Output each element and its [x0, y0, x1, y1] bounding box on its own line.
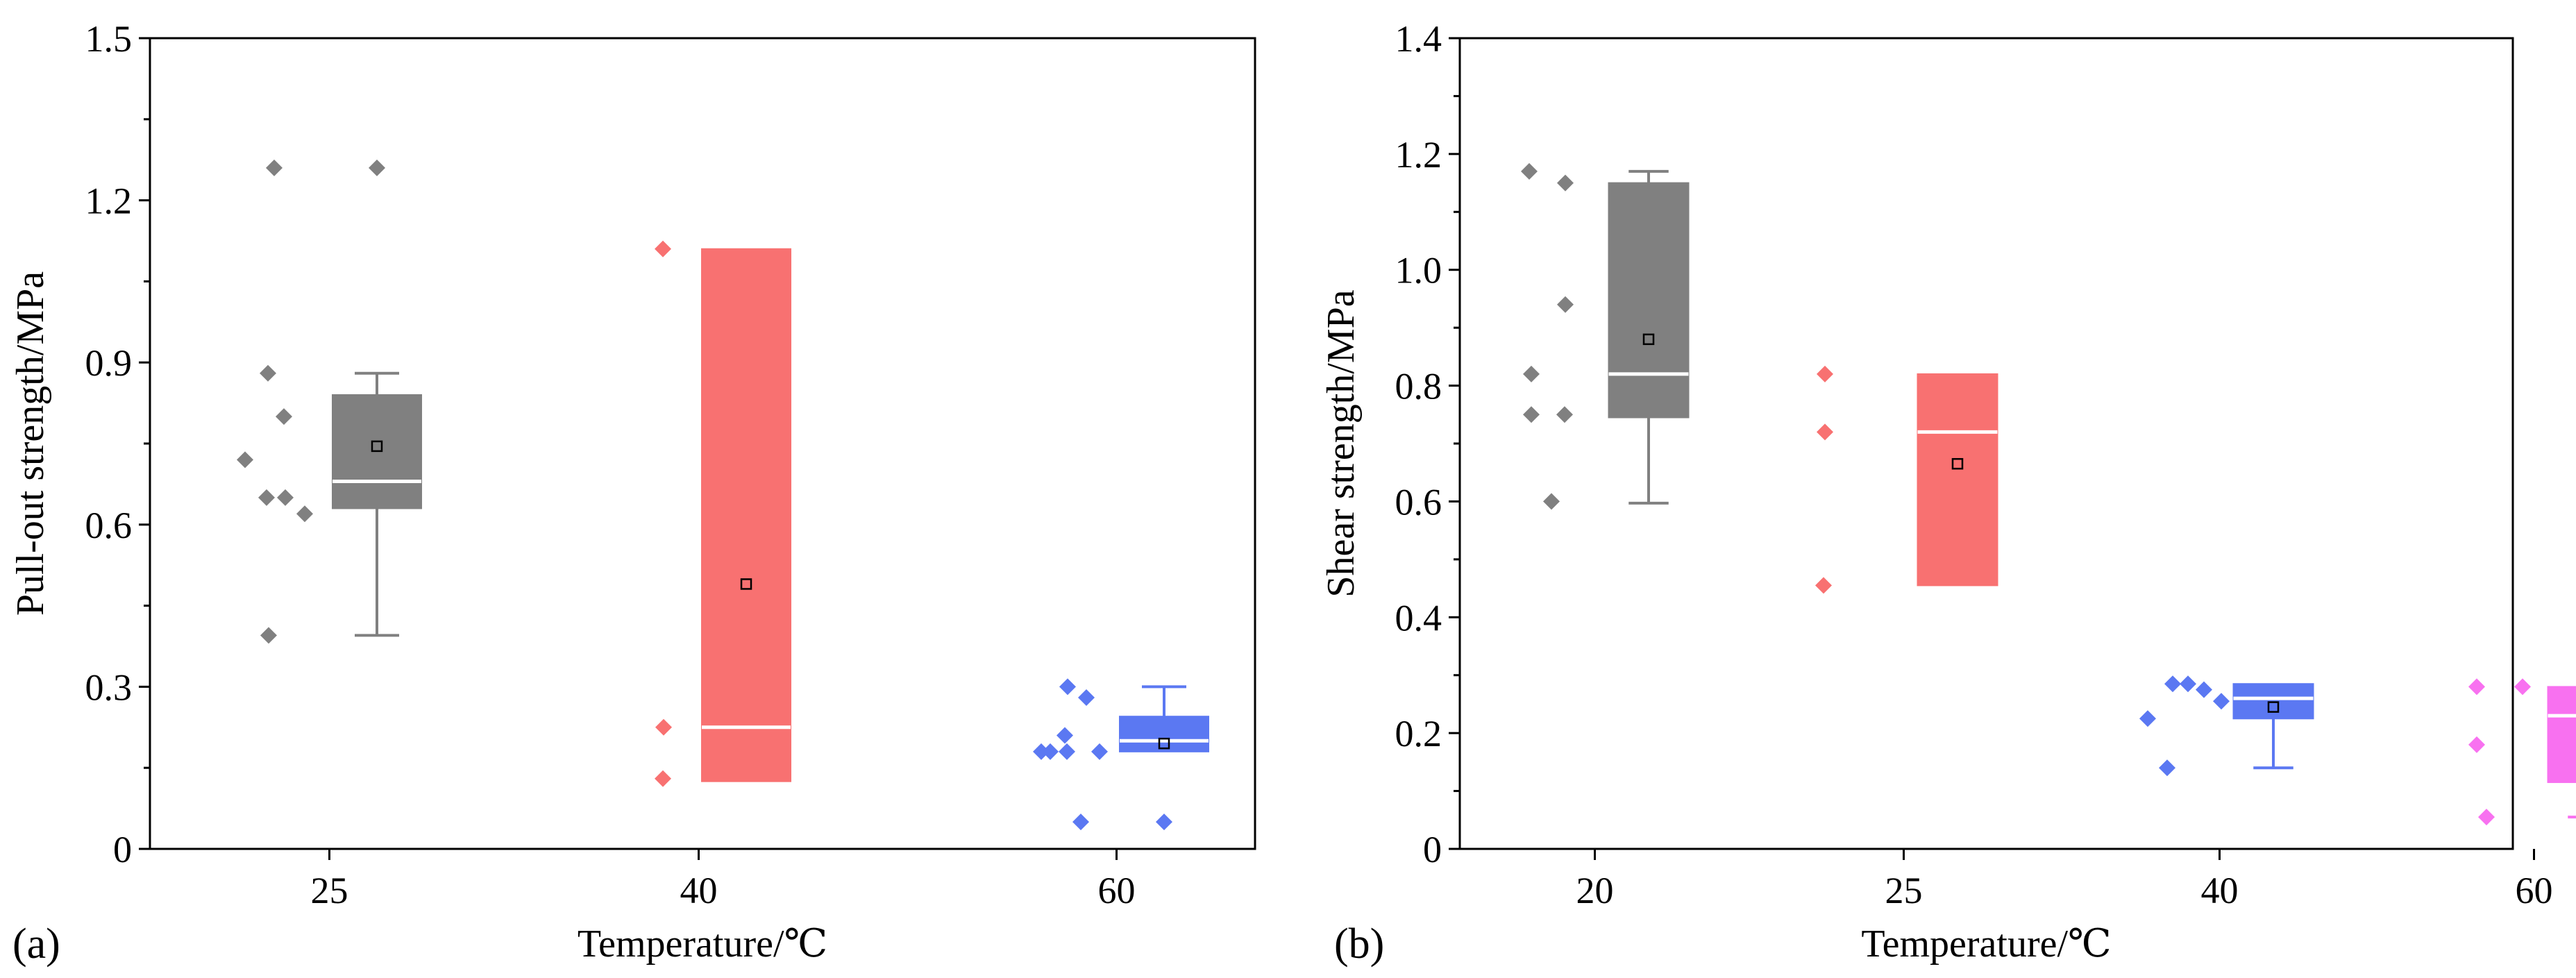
- data-point: [1523, 365, 1540, 382]
- y-tick-label: 0.4: [1395, 597, 1442, 639]
- y-tick-label: 0: [113, 829, 132, 870]
- y-tick-label: 0: [1423, 829, 1442, 870]
- x-tick-label: 25: [1885, 870, 1923, 911]
- data-point: [277, 489, 294, 506]
- y-tick-label: 0.3: [85, 666, 133, 708]
- data-point: [1078, 689, 1095, 706]
- x-tick-label: 60: [1098, 870, 1136, 911]
- data-point: [1042, 743, 1059, 760]
- data-point: [2468, 678, 2485, 695]
- outlier-point: [369, 159, 385, 176]
- mean-marker: [371, 440, 383, 453]
- y-axis-label: Pull-out strength/MPa: [9, 271, 52, 616]
- data-point: [655, 718, 672, 736]
- data-point: [655, 240, 671, 258]
- data-point: [1059, 743, 1075, 760]
- y-tick-label: 1.2: [85, 180, 133, 222]
- box: [2547, 686, 2576, 784]
- mean-marker: [1642, 333, 1655, 346]
- mean-marker: [740, 578, 752, 590]
- data-point: [1059, 678, 1076, 695]
- box: [1608, 182, 1690, 419]
- mean-marker: [1158, 737, 1170, 750]
- data-point: [1523, 406, 1540, 423]
- data-point: [655, 770, 671, 787]
- data-point: [2514, 678, 2531, 695]
- y-tick-label: 1.5: [85, 18, 133, 60]
- data-point: [260, 364, 276, 382]
- data-point: [1556, 406, 1573, 423]
- data-point: [260, 627, 277, 644]
- y-tick-label: 1.0: [1395, 250, 1442, 292]
- data-point: [296, 505, 313, 523]
- y-tick-label: 1.4: [1395, 18, 1442, 60]
- panel-b: 0 0.2 0.4 0.6 0.8 1.0 1.2 1.4 Shear strength/MPa…: [1320, 18, 2576, 968]
- data-point: [1557, 174, 1574, 192]
- panel-label: (b): [1334, 920, 1384, 968]
- data-point: [1817, 423, 1833, 441]
- box: [1119, 716, 1209, 752]
- y-tick-label: 0.6: [85, 505, 133, 546]
- data-point: [2478, 809, 2495, 826]
- x-tick-label: 60: [2516, 870, 2553, 911]
- data-point: [1091, 743, 1108, 760]
- data-point: [1521, 162, 1538, 180]
- mean-marker: [2267, 701, 2280, 713]
- data-point: [1543, 493, 1560, 510]
- data-point: [1817, 365, 1833, 382]
- data-point: [266, 159, 283, 176]
- y-axis-label: Shear strength/MPa: [1320, 289, 1363, 597]
- panel-label: (a): [12, 920, 60, 968]
- data-point: [1033, 743, 1050, 760]
- y-tick-label: 0.9: [85, 342, 133, 384]
- x-axis-label: Temperature/℃: [1861, 922, 2111, 966]
- data-point: [1057, 727, 1073, 744]
- data-point: [2139, 710, 2156, 727]
- data-point: [2159, 759, 2175, 777]
- data-point: [1815, 577, 1832, 594]
- data-point: [2213, 693, 2230, 710]
- data-point: [2180, 675, 2196, 693]
- x-tick-label: 40: [680, 870, 718, 911]
- x-axis-label: Temperature/℃: [578, 922, 827, 966]
- panel-a: 0 0.3 0.6 0.9 1.2 1.5 Pull-out strength/MPa Tem…: [9, 18, 1256, 968]
- x-tick-label: 25: [311, 870, 348, 911]
- data-point: [237, 451, 253, 469]
- data-point: [1072, 813, 1089, 831]
- x-tick-label: 40: [2201, 870, 2239, 911]
- data-point: [1557, 296, 1574, 313]
- box: [1917, 373, 1998, 587]
- box: [701, 248, 791, 782]
- mean-marker: [1951, 457, 1964, 470]
- data-point: [2164, 675, 2181, 693]
- data-point: [2468, 736, 2485, 753]
- x-tick-label: 20: [1576, 870, 1614, 911]
- outlier-point: [1156, 813, 1172, 831]
- data-point: [276, 408, 292, 425]
- y-tick-label: 0.6: [1395, 481, 1442, 523]
- box: [2232, 683, 2314, 720]
- data-point: [258, 489, 275, 506]
- y-tick-label: 0.2: [1395, 713, 1442, 754]
- y-tick-label: 0.8: [1395, 366, 1442, 407]
- y-tick-label: 1.2: [1395, 134, 1442, 176]
- data-point: [2196, 681, 2212, 698]
